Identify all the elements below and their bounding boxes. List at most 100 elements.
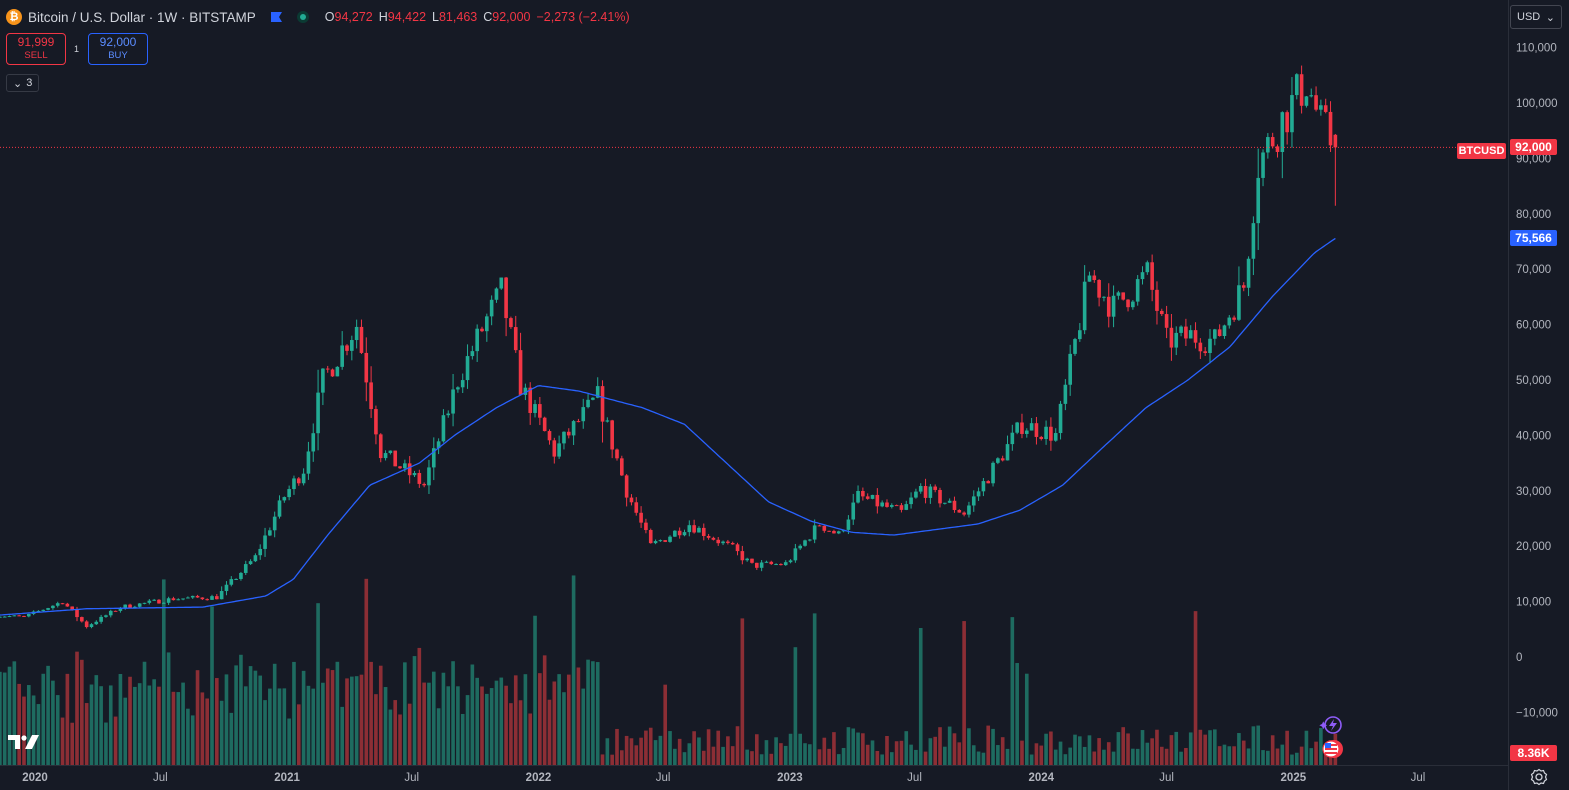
volume-bar	[316, 603, 320, 765]
volume-bar	[446, 686, 451, 765]
flag-icon[interactable]	[270, 11, 283, 24]
volume-bar	[1015, 663, 1019, 765]
candle-body	[697, 527, 701, 533]
volume-bar	[764, 740, 769, 765]
candle-body	[677, 530, 682, 536]
candle-body	[480, 328, 484, 332]
volume-bar	[258, 675, 263, 765]
volume-bar	[152, 679, 156, 765]
candle-body	[509, 318, 513, 328]
candle-body	[330, 369, 335, 377]
candle-body	[364, 352, 369, 383]
candle-body	[2, 616, 7, 618]
volume-bar	[716, 730, 721, 765]
volume-bar	[658, 735, 663, 765]
candle-body	[181, 598, 185, 600]
candle-body	[947, 500, 952, 503]
candle-body	[99, 616, 103, 622]
volume-bar	[118, 674, 123, 765]
time-tick-label: 2022	[526, 772, 552, 784]
candle-body	[779, 564, 783, 566]
volume-bar	[841, 747, 846, 765]
time-tick-label: Jul	[656, 772, 671, 784]
candle-body	[783, 562, 788, 566]
candle-body	[836, 531, 841, 534]
candle-body	[885, 502, 889, 507]
candle-body	[1053, 433, 1058, 441]
candle-body	[398, 466, 402, 469]
candle-body	[65, 603, 70, 607]
sell-button[interactable]: 91,999 SELL	[6, 33, 66, 65]
candle-body	[422, 483, 426, 486]
volume-bar	[928, 738, 933, 765]
candle-body	[287, 489, 291, 498]
volume-bar	[591, 661, 595, 765]
us-flag-event-icon[interactable]	[1322, 740, 1343, 758]
volume-bar	[1217, 746, 1222, 765]
lightning-icon[interactable]	[1319, 716, 1342, 734]
gear-icon[interactable]	[1530, 768, 1548, 786]
volume-bar	[991, 728, 995, 765]
buy-button[interactable]: 92,000 BUY	[88, 33, 148, 65]
volume-bar	[436, 708, 441, 765]
volume-bar	[195, 670, 200, 765]
volume-bar	[899, 740, 904, 765]
volume-bar	[171, 691, 176, 765]
symbol-title[interactable]: Bitcoin / U.S. Dollar · 1W · BITSTAMP	[28, 9, 256, 25]
market-status-icon[interactable]	[296, 11, 309, 23]
candle-body	[157, 599, 161, 604]
candle-body	[1015, 422, 1019, 433]
price-tick-label: 70,000	[1516, 264, 1551, 276]
indicators-toggle-button[interactable]: ⌄ 3	[6, 74, 40, 92]
volume-bar	[620, 750, 624, 765]
candle-body	[94, 621, 99, 625]
close-key: C	[483, 10, 493, 24]
candle-body	[219, 591, 224, 600]
volume-bar	[407, 703, 412, 765]
chart-events[interactable]	[1318, 714, 1346, 762]
currency-select[interactable]: USD ⌄	[1510, 5, 1562, 29]
candle-body	[1290, 95, 1294, 133]
candle-body	[861, 491, 865, 497]
candle-body	[996, 458, 1000, 463]
volume-bar	[456, 686, 460, 765]
time-tick-label: 2020	[22, 772, 48, 784]
volume-bar	[923, 751, 928, 765]
volume-bar	[1169, 735, 1174, 765]
candle-body	[350, 340, 354, 351]
candle-body	[1005, 444, 1010, 461]
volume-bar	[1034, 743, 1039, 765]
tradingview-logo[interactable]	[8, 733, 40, 751]
volume-bar	[1000, 737, 1005, 765]
volume-bar	[229, 712, 234, 765]
price-tick-label: 60,000	[1516, 320, 1551, 332]
volume-bar	[673, 748, 677, 765]
sell-label: SELL	[24, 50, 48, 61]
candle-body	[407, 463, 412, 476]
volume-bar	[99, 686, 103, 765]
candle-body	[595, 386, 600, 398]
candle-body	[663, 540, 668, 542]
candle-body	[41, 609, 46, 611]
candle-body	[1000, 458, 1005, 461]
candle-body	[639, 512, 643, 523]
candle-body	[393, 450, 398, 467]
volume-bar	[513, 675, 518, 765]
candle-body	[26, 613, 31, 617]
candle-body	[1294, 74, 1299, 96]
volume-bar	[89, 684, 94, 765]
volume-bar	[1270, 735, 1275, 765]
candle-body	[306, 451, 311, 474]
candle-body	[610, 420, 614, 450]
volume-bar	[1251, 726, 1256, 765]
spread-value: 1	[74, 44, 80, 54]
ohlc-values: O94,272 H94,422 L81,463 C92,000 −2,273 (…	[325, 10, 630, 24]
candle-body	[1010, 432, 1015, 445]
candle-body	[943, 502, 947, 504]
volume-bar	[557, 674, 561, 765]
candle-body	[600, 386, 605, 422]
candle-body	[1314, 95, 1318, 110]
candle-body	[928, 486, 933, 498]
candle-body	[673, 530, 677, 537]
